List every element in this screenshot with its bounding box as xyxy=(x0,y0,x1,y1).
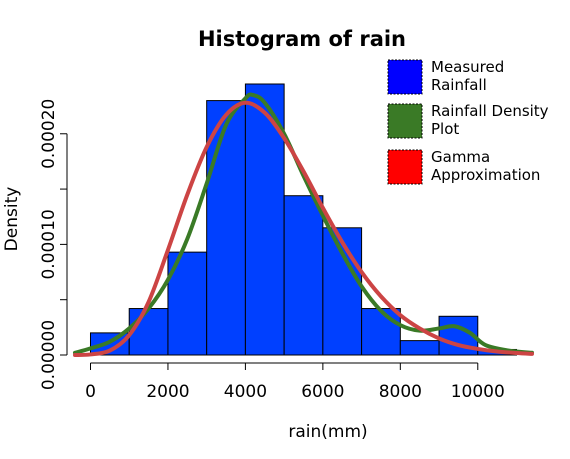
legend-label-0: Measured Rainfall xyxy=(431,58,504,94)
histogram-bar-5 xyxy=(283,195,324,356)
x-tick-label-2: 4000 xyxy=(224,382,267,402)
x-tick-label-1: 2000 xyxy=(146,382,189,402)
y-tick-label-4: 0.00020 xyxy=(39,99,59,169)
density-curves xyxy=(73,92,534,357)
histogram-bar-8 xyxy=(399,340,440,356)
histogram-bar-1 xyxy=(128,308,169,356)
histogram-bar-2 xyxy=(167,251,208,356)
legend-label-2: Gamma Approximation xyxy=(431,148,540,184)
y-axis-title: Density xyxy=(2,187,22,252)
x-tick-label-0: 0 xyxy=(85,382,96,402)
y-tick-label-2: 0.00010 xyxy=(39,209,59,279)
histogram-bar-3 xyxy=(206,100,246,356)
x-tick-label-5: 10000 xyxy=(451,382,505,402)
histogram-bar-7 xyxy=(361,308,401,356)
legend-swatch-0 xyxy=(387,59,423,95)
histogram-bar-6 xyxy=(322,227,363,356)
x-axis-title: rain(mm) xyxy=(288,422,367,442)
legend-swatch-2 xyxy=(387,149,423,185)
series-line-2 xyxy=(73,100,534,357)
x-axis: 0 2000 4000 6000 8000 10000 xyxy=(85,362,505,402)
y-tick-label-0: 0.00000 xyxy=(39,320,59,390)
x-tick-label-3: 6000 xyxy=(301,382,344,402)
x-tick-label-4: 8000 xyxy=(379,382,422,402)
y-axis: 0.00000 0.00010 0.00020 xyxy=(39,99,68,390)
legend-swatch-1 xyxy=(387,103,423,139)
legend-label-1: Rainfall Density Plot xyxy=(431,102,549,138)
legend: Measured Rainfall Rainfall Density Plot Gamm… xyxy=(387,58,549,185)
chart-title: Histogram of rain xyxy=(198,27,406,51)
